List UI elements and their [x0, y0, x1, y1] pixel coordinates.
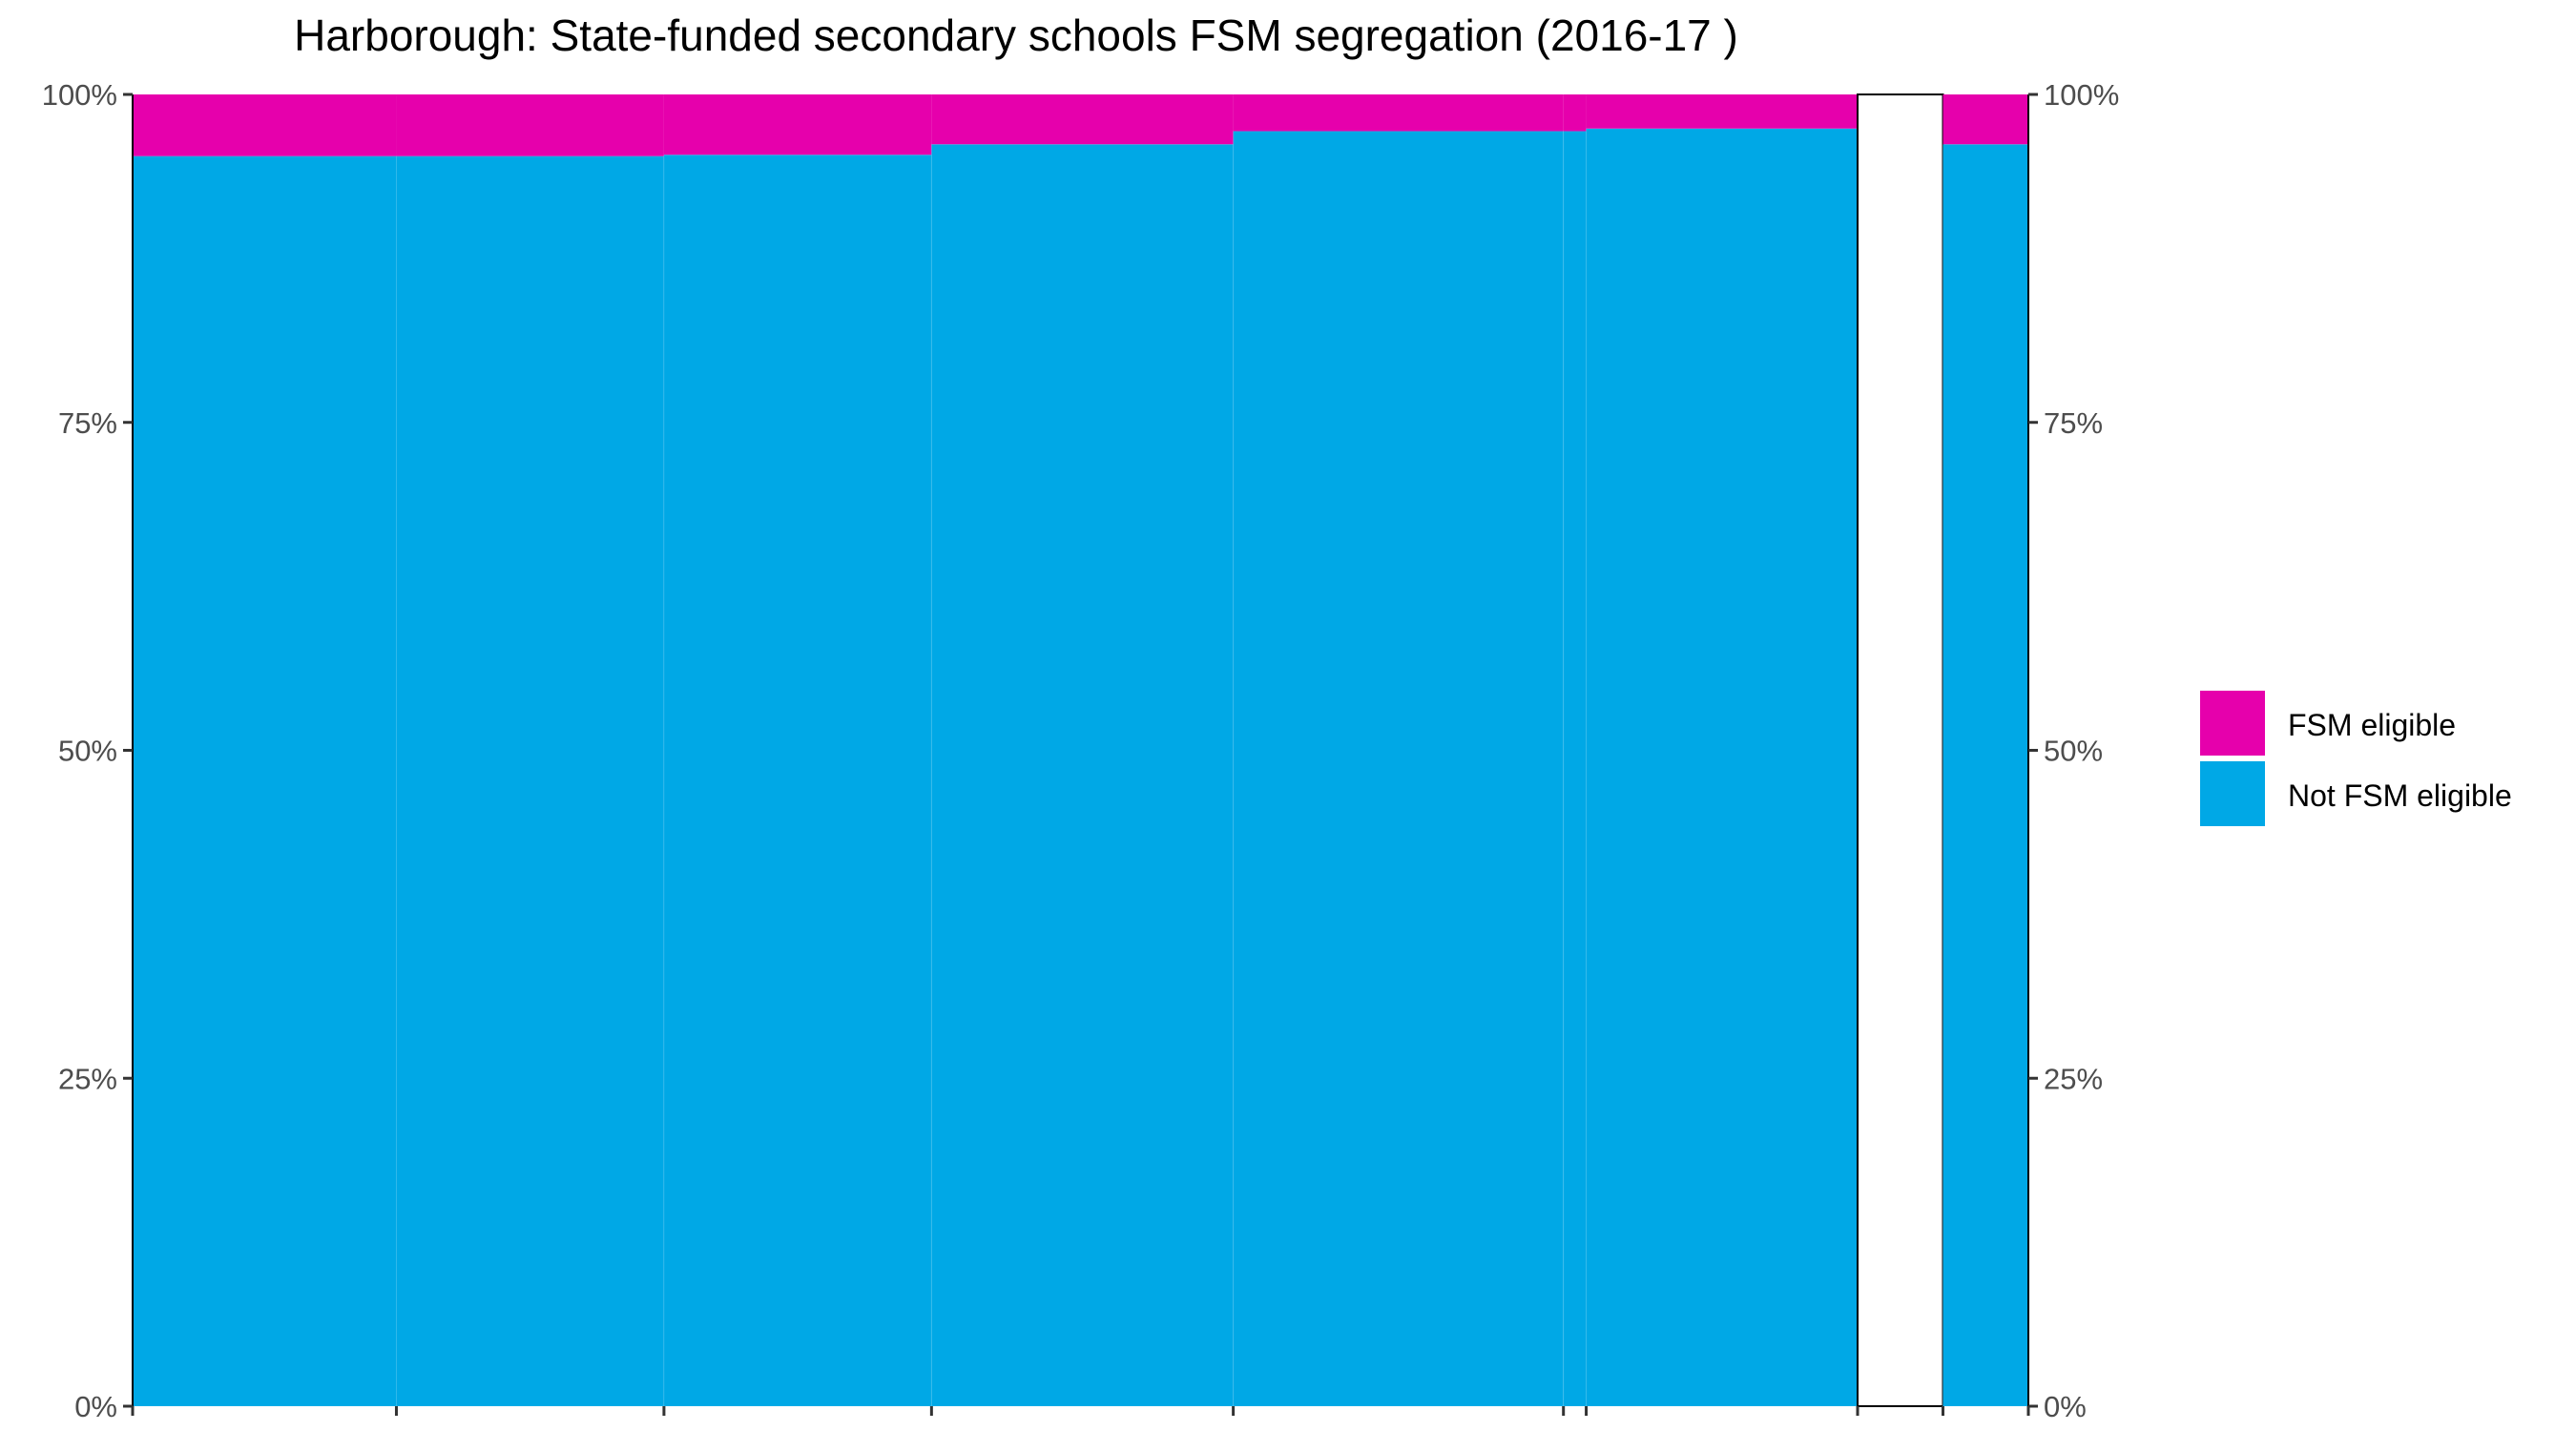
y-tick-label-left: 100%	[42, 78, 117, 112]
bar-fsm-6	[1563, 94, 1587, 132]
chart-title: Harborough: State-funded secondary schoo…	[294, 10, 1738, 60]
legend-swatch-fsm	[2200, 691, 2265, 756]
legend-label-not-fsm: Not FSM eligible	[2288, 778, 2512, 813]
bar-fsm-1	[133, 94, 397, 156]
y-tick-label-left: 0%	[74, 1390, 117, 1423]
bar-not-fsm-4	[930, 143, 1235, 1407]
empty-column-8	[1856, 93, 1944, 1407]
bar-fsm-5	[1233, 94, 1564, 132]
bar-not-fsm-2	[395, 156, 665, 1407]
y-tick-label-right: 25%	[2044, 1062, 2103, 1095]
bar-not-fsm-1	[132, 156, 397, 1407]
bar-fsm-2	[396, 94, 664, 156]
bar-not-fsm-7	[1586, 128, 1859, 1407]
bar-not-fsm-6	[1563, 131, 1588, 1407]
y-tick-label-left: 75%	[58, 406, 117, 440]
bar-fsm-3	[663, 94, 932, 156]
bar-not-fsm-9	[1942, 143, 2029, 1407]
bar-not-fsm-5	[1233, 131, 1565, 1407]
bar-fsm-7	[1586, 94, 1858, 129]
y-tick-label-right: 75%	[2044, 406, 2103, 440]
y-tick-label-right: 0%	[2044, 1390, 2087, 1423]
y-tick-label-right: 100%	[2044, 78, 2119, 112]
legend-label-fsm: FSM eligible	[2288, 708, 2457, 742]
legend-swatch-not-fsm	[2200, 761, 2265, 826]
y-tick-label-left: 50%	[58, 735, 117, 768]
bar-fsm-9	[1942, 94, 2028, 145]
bar-not-fsm-3	[663, 154, 932, 1407]
bar-fsm-4	[931, 94, 1234, 145]
y-tick-label-left: 25%	[58, 1062, 117, 1095]
y-tick-label-right: 50%	[2044, 735, 2103, 768]
